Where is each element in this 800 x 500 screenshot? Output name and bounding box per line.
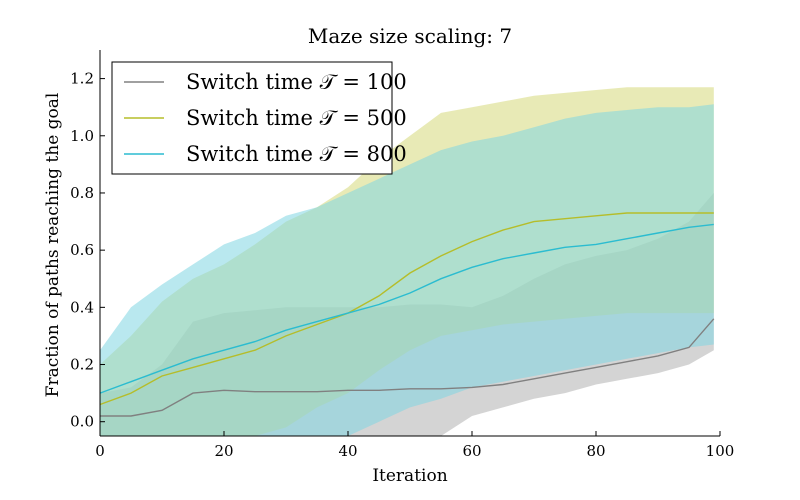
line-series-2 — [99, 212, 714, 406]
x-tick-label: 40 — [338, 442, 357, 460]
y-tick-label: 0.2 — [70, 356, 94, 374]
legend: Switch time 𝒯 = 100 Switch time 𝒯 = 500 Sw… — [111, 61, 407, 175]
x-tick-label: 60 — [462, 442, 481, 460]
axis-ticks: 0 20 40 60 80 100 0.0 0.2 0.4 0.6 0.8 1.0 1.2 — [70, 70, 734, 460]
y-tick-label: 0.0 — [70, 413, 94, 431]
x-tick-label: 80 — [586, 442, 605, 460]
x-tick-label: 20 — [214, 442, 233, 460]
legend-label-series-1: Switch time 𝒯 = 100 — [186, 70, 407, 94]
y-tick-label: 0.6 — [70, 241, 94, 259]
y-tick-label: 0.4 — [70, 298, 94, 316]
legend-label-series-2: Switch time 𝒯 = 500 — [186, 106, 407, 130]
legend-label-series-3: Switch time 𝒯 = 800 — [186, 142, 407, 166]
x-axis-title: Iteration — [372, 466, 447, 486]
series-lines — [99, 212, 715, 417]
x-tick-label: 0 — [95, 442, 105, 460]
chart-title: Maze size scaling: 7 — [308, 24, 512, 48]
x-tick-label: 100 — [706, 442, 735, 460]
axes — [99, 50, 720, 437]
y-axis-title: Fraction of paths reaching the goal — [43, 93, 63, 398]
band-series-3 — [100, 104, 714, 437]
line-series-1 — [100, 318, 715, 417]
y-tick-label: 1.2 — [70, 70, 94, 88]
confidence-bands — [100, 87, 714, 437]
y-tick-label: 0.8 — [70, 184, 94, 202]
line-series-3 — [99, 223, 714, 394]
y-tick-label: 1.0 — [70, 127, 94, 145]
